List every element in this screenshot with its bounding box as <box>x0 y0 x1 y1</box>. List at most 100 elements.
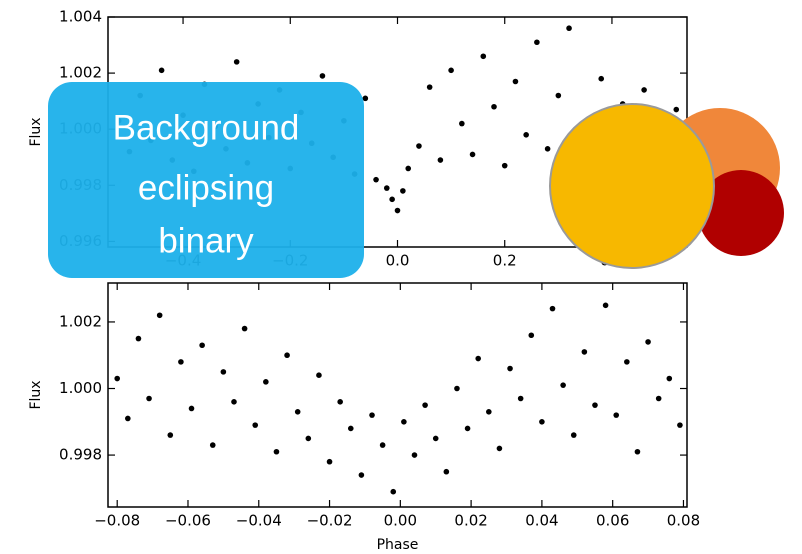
x-tick-label: 0.00 <box>384 512 417 530</box>
point <box>263 379 269 385</box>
point <box>581 349 588 355</box>
point <box>401 418 407 425</box>
point <box>454 385 460 392</box>
point <box>389 196 395 203</box>
point <box>337 399 343 405</box>
star-yellow <box>549 103 715 269</box>
point <box>613 412 620 418</box>
point <box>459 120 465 127</box>
x-axis-label: Phase <box>377 537 419 553</box>
point <box>534 39 540 46</box>
point <box>362 95 369 102</box>
point <box>566 25 572 32</box>
point <box>480 53 487 60</box>
point <box>273 448 280 455</box>
point <box>422 402 428 408</box>
point <box>125 415 131 422</box>
point <box>405 165 412 172</box>
point <box>347 425 354 432</box>
point <box>539 418 545 425</box>
point <box>523 132 529 138</box>
x-tick-label: 0.08 <box>667 512 700 530</box>
point <box>549 305 556 312</box>
point <box>233 59 240 65</box>
point <box>496 445 503 452</box>
point <box>517 395 524 402</box>
label-box <box>48 82 364 278</box>
point <box>544 146 551 152</box>
overlay-text: binary <box>158 221 254 260</box>
point <box>443 468 450 475</box>
point <box>220 369 227 375</box>
point <box>394 207 401 214</box>
point <box>379 442 386 448</box>
point <box>383 185 390 191</box>
point <box>188 405 195 412</box>
y-tick-label: 0.998 <box>59 446 102 464</box>
point <box>135 335 142 342</box>
point <box>305 435 312 442</box>
point <box>209 442 216 448</box>
x-tick-label: −0.06 <box>165 512 211 530</box>
point <box>641 87 647 93</box>
point <box>655 395 662 402</box>
point <box>437 157 444 163</box>
y-tick-label: 1.004 <box>59 8 102 26</box>
point <box>426 84 433 90</box>
point <box>624 359 630 365</box>
point <box>560 382 566 388</box>
star-red <box>698 170 784 256</box>
point <box>319 73 326 79</box>
point <box>252 422 259 428</box>
point <box>528 332 535 339</box>
point <box>673 106 680 113</box>
x-tick-label: −0.02 <box>307 512 353 530</box>
point <box>602 302 609 309</box>
x-tick-label: 0.06 <box>596 512 629 530</box>
point <box>592 402 598 408</box>
point <box>598 75 605 82</box>
y-tick-label: 1.000 <box>59 379 102 397</box>
point <box>469 151 476 158</box>
point <box>114 375 121 382</box>
point <box>677 422 683 428</box>
point <box>146 395 152 402</box>
point <box>400 188 406 194</box>
point <box>167 432 174 438</box>
x-tick-label: 0.0 <box>386 252 410 270</box>
point <box>358 472 365 478</box>
point <box>156 312 163 319</box>
point <box>316 372 322 378</box>
x-tick-label: 0.04 <box>525 512 558 530</box>
point <box>491 103 497 110</box>
point <box>199 342 205 349</box>
point <box>432 435 439 442</box>
point <box>390 488 397 495</box>
point <box>555 92 562 99</box>
y-axis-label: Flux <box>28 117 44 146</box>
x-tick-label: −0.08 <box>94 512 140 530</box>
point <box>326 458 333 465</box>
x-tick-label: 0.2 <box>493 252 517 270</box>
point <box>448 67 454 74</box>
point <box>570 432 577 438</box>
point <box>411 452 418 458</box>
point <box>241 325 248 332</box>
y-tick-label: 1.002 <box>59 312 102 330</box>
point <box>486 409 492 415</box>
overlay-text: eclipsing <box>138 168 274 207</box>
point <box>178 359 184 365</box>
point <box>294 409 301 415</box>
point <box>369 412 375 418</box>
x-tick-label: 0.02 <box>454 512 487 530</box>
point <box>158 67 165 74</box>
point <box>284 352 290 359</box>
point <box>634 448 641 455</box>
point <box>501 162 508 169</box>
overlay-text: Background <box>113 108 300 147</box>
point <box>645 339 651 345</box>
y-tick-label: 1.002 <box>59 64 102 82</box>
point <box>464 425 471 432</box>
point <box>416 143 422 149</box>
